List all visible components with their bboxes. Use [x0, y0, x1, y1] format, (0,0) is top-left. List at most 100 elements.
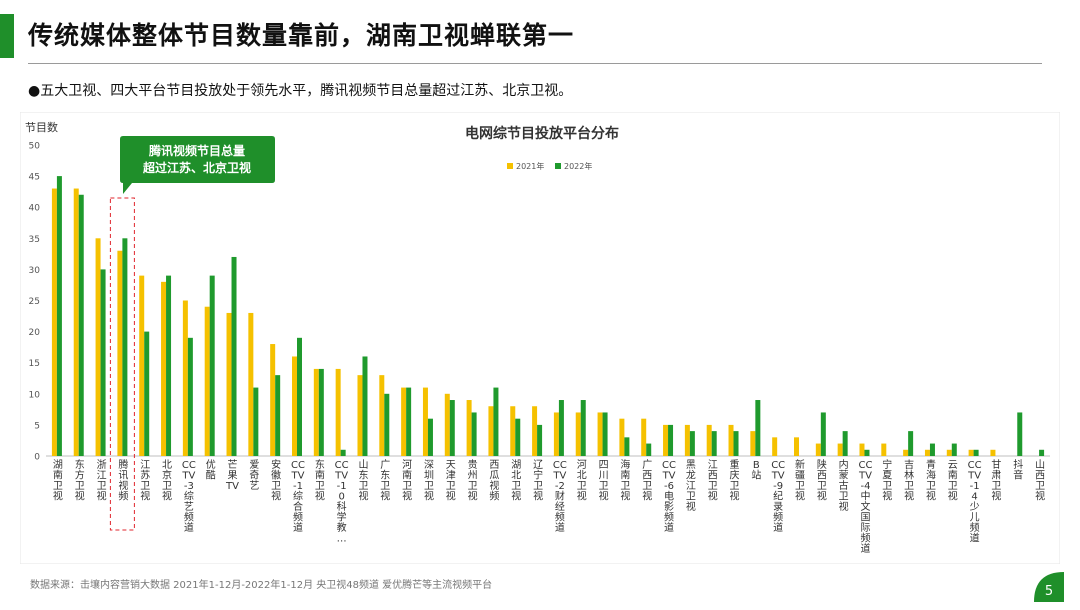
bar-2021: [422, 387, 428, 456]
y-tick-label: 25: [29, 297, 40, 307]
bar-2022: [362, 356, 368, 456]
bar-2022: [406, 387, 412, 456]
x-tick-label: 河南卫视: [402, 459, 412, 503]
bar-2022: [318, 368, 324, 456]
page-number-badge: 5: [1030, 568, 1068, 606]
bar-2021: [990, 449, 996, 456]
bar-2021: [815, 443, 821, 456]
x-tick-label: 浙江卫视: [97, 459, 107, 503]
x-tick-label: 芒果 TV: [225, 458, 239, 492]
y-tick-label: 30: [29, 266, 41, 276]
bar-2021: [51, 188, 57, 456]
chart-title: 电网综节目投放平台分布: [465, 125, 619, 142]
bar-2021: [139, 275, 145, 456]
x-tick-label: CC TV -1 4 少儿频道: [967, 460, 981, 545]
title-accent-bar: [0, 14, 14, 58]
bar-2022: [144, 331, 150, 456]
y-tick-label: 20: [29, 328, 41, 338]
callout-annotation: 腾讯视频节目总量超过江苏、北京卫视: [109, 136, 275, 531]
x-tick-label: 新疆卫视: [795, 458, 805, 503]
x-tick-label: 海南卫视: [620, 458, 630, 503]
x-tick-label: 天津卫视: [446, 460, 456, 503]
bar-2022: [973, 449, 979, 456]
highlight-box: [109, 197, 135, 531]
bar-2021: [946, 449, 952, 456]
bar-2021: [379, 375, 385, 456]
x-tick-label: 爱奇艺: [249, 458, 259, 492]
legend-swatch: [555, 163, 561, 169]
bar-2022: [711, 431, 717, 456]
bar-2022: [449, 400, 455, 456]
bar-chart: 电网综节目投放平台分布 节目数 2021年 2022年 0 5 10 15 20 25 30 3…: [20, 112, 1060, 564]
y-tick-label: 45: [29, 173, 40, 183]
bar-2021: [684, 424, 690, 456]
x-tick-label: CC TV -6 电影频道: [662, 460, 676, 534]
x-tick-label: 内蒙古卫视: [839, 458, 849, 513]
chart-panel: 电网综节目投放平台分布 节目数 2021年 2022年 0 5 10 15 20 25 30 3…: [20, 112, 1060, 564]
bar-2021: [401, 387, 407, 456]
bar-2021: [161, 281, 167, 456]
bar-2021: [597, 412, 603, 456]
bar-2021: [575, 412, 581, 456]
bar-2021: [903, 449, 909, 456]
bar-2021: [182, 300, 188, 456]
x-tick-label: 吉林卫视: [904, 459, 914, 503]
bars: [51, 176, 1045, 456]
bar-2022: [100, 269, 106, 456]
bar-2021: [73, 188, 79, 456]
x-tick-label: 山东卫视: [358, 459, 368, 503]
y-tick-label: 0: [34, 453, 40, 463]
x-tick-label: 北京卫视: [162, 459, 172, 503]
x-tick-label: 陕西卫视: [817, 458, 827, 503]
x-tick-label: 河北卫视: [577, 459, 587, 503]
bar-2021: [663, 424, 669, 456]
bar-2022: [602, 412, 608, 456]
y-tick-label: 5: [34, 421, 40, 431]
bar-2021: [444, 393, 450, 456]
bar-2022: [515, 418, 521, 456]
callout-bubble: [120, 136, 275, 194]
x-tick-label: CC TV -1 综合频道: [291, 460, 305, 534]
y-tick-label: 50: [29, 142, 41, 152]
bar-2022: [908, 431, 914, 456]
bar-2021: [357, 375, 363, 456]
x-tick-label: 东南卫视: [315, 458, 325, 503]
x-tick-label: 山西卫视: [1035, 459, 1045, 503]
title-divider: [28, 63, 1042, 64]
bar-2022: [951, 443, 957, 456]
bar-2022: [471, 412, 477, 456]
x-tick-label: 广西卫视: [642, 459, 652, 503]
y-tick-label: 40: [29, 204, 41, 214]
bar-2022: [558, 400, 564, 456]
y-tick-label: 15: [29, 359, 40, 369]
y-tick-label: 35: [29, 235, 40, 245]
x-tick-label: 辽宁卫视: [533, 459, 543, 503]
bar-2021: [117, 250, 123, 456]
y-tick-label: 10: [29, 390, 41, 400]
x-tick-label: CC TV -3 综艺频道: [181, 460, 195, 534]
bar-2021: [794, 437, 799, 456]
x-tick-label: 甘肃卫视: [991, 458, 1001, 503]
bar-2021: [968, 449, 974, 456]
bar-2022: [78, 194, 84, 456]
callout-text: 超过江苏、北京卫视: [142, 160, 251, 175]
x-tick-label: 优酷: [206, 458, 216, 482]
bar-2021: [924, 449, 930, 456]
bar-2021: [881, 443, 887, 456]
bar-2021: [313, 368, 319, 456]
bar-2022: [624, 437, 630, 456]
x-tick-label: 深圳卫视: [424, 459, 434, 503]
legend: 2021年 2022年: [507, 161, 592, 171]
callout-text: 腾讯视频节目总量: [148, 143, 245, 158]
bar-2022: [493, 387, 499, 456]
summary-bullet: ●五大卫视、四大平台节目投放处于领先水平，腾讯视频节目总量超过江苏、北京卫视。: [28, 83, 573, 99]
bar-2022: [733, 431, 739, 456]
x-tick-label: 广东卫视: [380, 459, 390, 503]
bar-2022: [122, 238, 128, 456]
bar-2021: [706, 424, 712, 456]
x-tick-label: 抖音: [1013, 458, 1023, 482]
bar-2021: [466, 400, 472, 456]
x-tick-label: 贵州卫视: [468, 458, 478, 503]
bar-2022: [427, 418, 433, 456]
